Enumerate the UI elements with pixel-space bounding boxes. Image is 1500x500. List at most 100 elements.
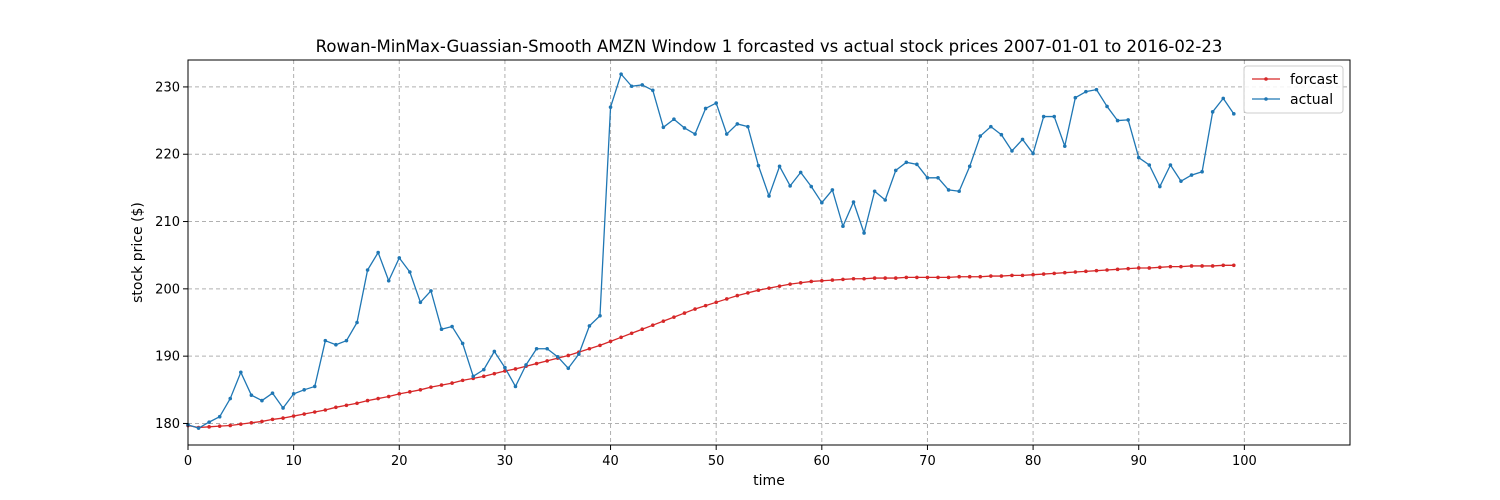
data-point-actual [228,396,233,401]
data-point-actual [439,327,444,332]
data-point-actual [249,393,254,397]
data-point-actual [820,200,824,205]
data-point-actual [281,406,285,410]
data-point-forcast [450,381,454,385]
data-point-actual [661,125,666,130]
data-point-actual [1052,114,1057,119]
data-point-actual [481,367,486,372]
data-point-forcast [1020,273,1025,278]
data-point-forcast [661,319,666,323]
x-tick-label: 50 [708,454,725,469]
x-tick-label: 30 [497,454,514,469]
data-point-actual [893,168,898,173]
data-point-forcast [598,343,602,348]
data-point-actual [724,132,729,136]
data-point-forcast [883,276,887,280]
data-point-actual [408,270,412,274]
data-point-forcast [270,417,275,422]
data-point-actual [1136,155,1141,160]
data-point-forcast [915,275,919,280]
y-tick-label: 210 [155,215,180,230]
legend-label: forcast [1290,72,1339,88]
data-point-forcast [587,346,592,351]
y-tick-label: 230 [155,80,180,95]
data-point-forcast [1200,264,1204,268]
data-point-actual [682,126,687,130]
data-point-forcast [397,392,402,396]
data-point-actual [619,72,623,76]
x-tick-label: 90 [1130,454,1147,469]
data-point-forcast [936,275,940,280]
data-point-actual [767,194,771,198]
data-point-forcast [946,275,951,280]
data-point-actual [302,388,307,392]
data-point-actual [978,134,983,138]
data-point-forcast [302,412,307,416]
legend: forcast actual [1243,65,1344,114]
data-point-actual [608,105,613,109]
data-point-forcast [608,339,613,344]
data-point-actual [1210,110,1215,114]
data-point-actual [862,231,866,235]
data-point-actual [989,124,993,129]
ticks: 0 10 20 30 40 50 60 70 80 90 100 180 190 200 210 220 230 [155,80,1257,469]
data-point-forcast [1126,266,1130,271]
data-point-actual [1147,163,1152,167]
x-tick-label: 40 [602,454,619,469]
data-point-forcast [714,300,718,305]
data-point-forcast [703,303,708,308]
data-point-forcast [323,408,328,412]
data-point-forcast [1115,267,1120,272]
data-point-actual [577,352,581,356]
data-point-forcast [545,359,549,363]
data-point-actual [1084,89,1088,94]
data-point-forcast [460,378,465,383]
series-line-forcast [187,264,1234,429]
data-point-forcast [344,403,349,408]
data-point-actual [344,338,349,343]
y-tick-label: 180 [155,417,180,432]
data-point-actual [1115,118,1120,123]
data-point-actual [1010,149,1014,153]
data-point-forcast [1094,268,1099,273]
data-point-actual [957,189,961,194]
data-point-forcast [851,276,856,281]
data-point-forcast [872,276,877,280]
x-axis-label: time [753,473,785,489]
data-point-actual [693,132,697,136]
data-point-actual [904,160,909,165]
y-tick-label: 200 [155,282,180,297]
data-point-forcast [809,279,814,284]
data-point-actual [355,320,359,325]
data-point-forcast [566,353,571,358]
data-point-actual [566,366,571,371]
data-point-forcast [1168,264,1173,269]
data-point-forcast [408,390,412,394]
data-point-forcast [629,331,634,336]
data-point-forcast [281,416,285,420]
data-point-forcast [1147,266,1152,270]
legend-swatch-marker [1264,77,1268,81]
data-point-actual [714,101,718,105]
data-point-actual [798,170,803,175]
data-point-actual [1158,184,1162,189]
data-point-forcast [1189,264,1194,268]
data-point-forcast [1232,263,1236,268]
data-point-actual [524,363,528,367]
data-point-forcast [777,284,782,288]
data-point-forcast [893,276,898,280]
data-point-forcast [619,335,623,340]
data-point-actual [735,122,740,126]
data-point-forcast [1031,272,1035,277]
data-point-forcast [1062,270,1067,275]
data-point-actual [999,132,1004,137]
data-point-forcast [376,396,380,401]
data-point-forcast [724,297,729,301]
data-point-forcast [1052,271,1057,276]
series-layer [186,72,1236,430]
data-point-forcast [513,367,518,371]
data-point-actual [1094,87,1099,92]
data-point-forcast [672,315,676,319]
data-point-forcast [841,277,845,282]
data-point-forcast [957,274,961,279]
